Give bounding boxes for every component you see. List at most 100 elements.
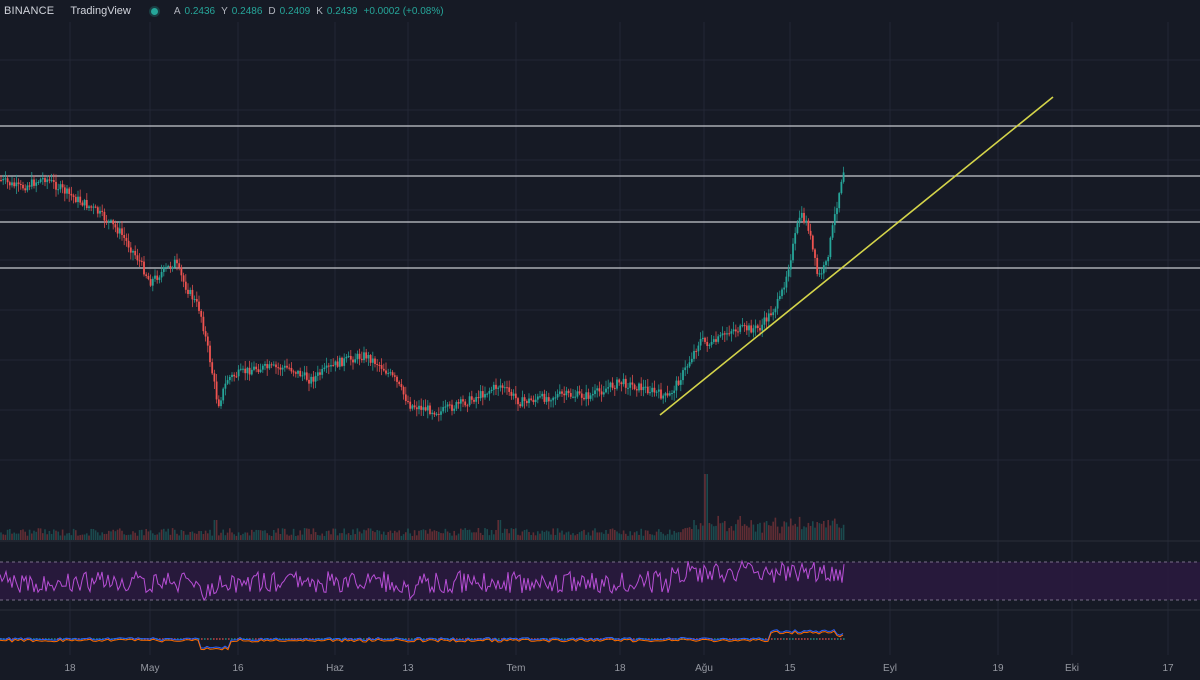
candle-body xyxy=(387,372,390,374)
macd-histogram-bar xyxy=(48,638,50,640)
volume-bar xyxy=(303,528,306,540)
volume-bar xyxy=(319,535,321,540)
volume-bar xyxy=(457,533,460,540)
candle-body xyxy=(646,386,649,394)
volume-bar xyxy=(501,532,504,540)
volume-bar xyxy=(603,533,605,540)
volume-bar xyxy=(105,533,108,540)
candle-body xyxy=(433,412,436,415)
candle-body xyxy=(611,382,614,388)
candle-body xyxy=(800,212,803,218)
volume-bar xyxy=(416,535,418,540)
macd-histogram-bar xyxy=(282,638,284,640)
volume-bar xyxy=(825,527,827,540)
macd-histogram-bar xyxy=(366,638,368,640)
volume-bar xyxy=(158,532,161,540)
candle-body xyxy=(99,210,101,214)
candle-body xyxy=(13,182,16,187)
candle-body xyxy=(664,393,667,396)
volume-bar xyxy=(752,524,755,540)
volume-bar xyxy=(409,533,411,540)
candle-body xyxy=(8,182,11,186)
volume-bar xyxy=(484,528,486,540)
macd-histogram-bar xyxy=(627,638,629,640)
candle-body xyxy=(314,375,317,382)
volume-bar xyxy=(0,532,2,540)
volume-bar xyxy=(108,530,110,540)
volume-bar xyxy=(209,529,211,540)
volume-bar xyxy=(675,532,678,540)
candle-body xyxy=(477,396,480,399)
macd-histogram-bar xyxy=(666,638,668,640)
volume-bar xyxy=(708,523,711,540)
candle-body xyxy=(732,329,735,332)
candle-body xyxy=(308,379,310,384)
candle-body xyxy=(180,267,183,276)
volume-bar xyxy=(413,530,416,540)
volume-bar xyxy=(213,520,216,540)
volume-bar xyxy=(37,528,40,540)
volume-bar xyxy=(770,525,772,540)
candle-body xyxy=(176,259,178,264)
candle-body xyxy=(149,279,152,286)
volume-bar xyxy=(389,530,392,540)
macd-histogram-bar xyxy=(51,638,53,640)
volume-bar xyxy=(464,528,466,540)
macd-histogram-bar xyxy=(765,638,767,640)
candle-body xyxy=(704,337,706,342)
candle-body xyxy=(741,325,744,327)
volume-bar xyxy=(636,531,638,540)
volume-bar xyxy=(809,525,812,540)
candle-body xyxy=(642,386,645,391)
volume-bar xyxy=(840,528,843,540)
volume-bar xyxy=(110,531,112,540)
volume-bar xyxy=(765,521,768,540)
macd-histogram-bar xyxy=(117,638,119,640)
candle-body xyxy=(737,331,739,333)
trendline-layer[interactable] xyxy=(659,96,1054,416)
volume-bar xyxy=(97,532,99,540)
candle-body xyxy=(675,380,678,391)
volume-bar xyxy=(292,528,295,540)
volume-bar xyxy=(649,534,651,540)
volume-bar xyxy=(493,534,495,540)
macd-histogram-bar xyxy=(807,638,809,640)
macd-histogram-bar xyxy=(813,638,815,640)
volume-bar xyxy=(325,531,328,540)
macd-histogram-bar xyxy=(555,638,557,640)
macd-histogram-bar xyxy=(534,638,536,640)
candle-body xyxy=(598,388,601,392)
candle-body xyxy=(211,362,214,374)
candle-body xyxy=(81,202,84,206)
volume-bar xyxy=(622,530,625,540)
volume-bar xyxy=(391,533,394,540)
candle-body xyxy=(255,366,258,370)
volume-bar xyxy=(724,521,726,540)
candle-body xyxy=(191,289,194,300)
candle-body xyxy=(836,208,838,215)
exchange-label[interactable]: BINANCE xyxy=(4,5,55,17)
volume-bar xyxy=(246,532,249,540)
volume-bar xyxy=(607,533,609,540)
candle-body xyxy=(290,367,293,372)
volume-bar xyxy=(281,528,284,540)
candle-body xyxy=(655,391,658,393)
candle-body xyxy=(411,405,414,409)
horizontal-levels[interactable] xyxy=(0,125,1200,269)
candle-body xyxy=(55,181,57,190)
candle-body xyxy=(277,367,280,369)
macd-histogram-bar xyxy=(84,638,86,640)
volume-bar xyxy=(72,528,75,540)
candle-body xyxy=(319,372,321,375)
candle-body xyxy=(41,178,44,180)
candle-body xyxy=(299,370,302,377)
candle-body xyxy=(503,387,506,389)
macd-histogram-bar xyxy=(312,638,314,640)
candle-body xyxy=(580,393,583,398)
volume-bar xyxy=(143,535,145,540)
candle-body xyxy=(167,265,170,267)
x-label-16a: 16 xyxy=(232,663,244,674)
macd-histogram-bar xyxy=(327,638,329,640)
